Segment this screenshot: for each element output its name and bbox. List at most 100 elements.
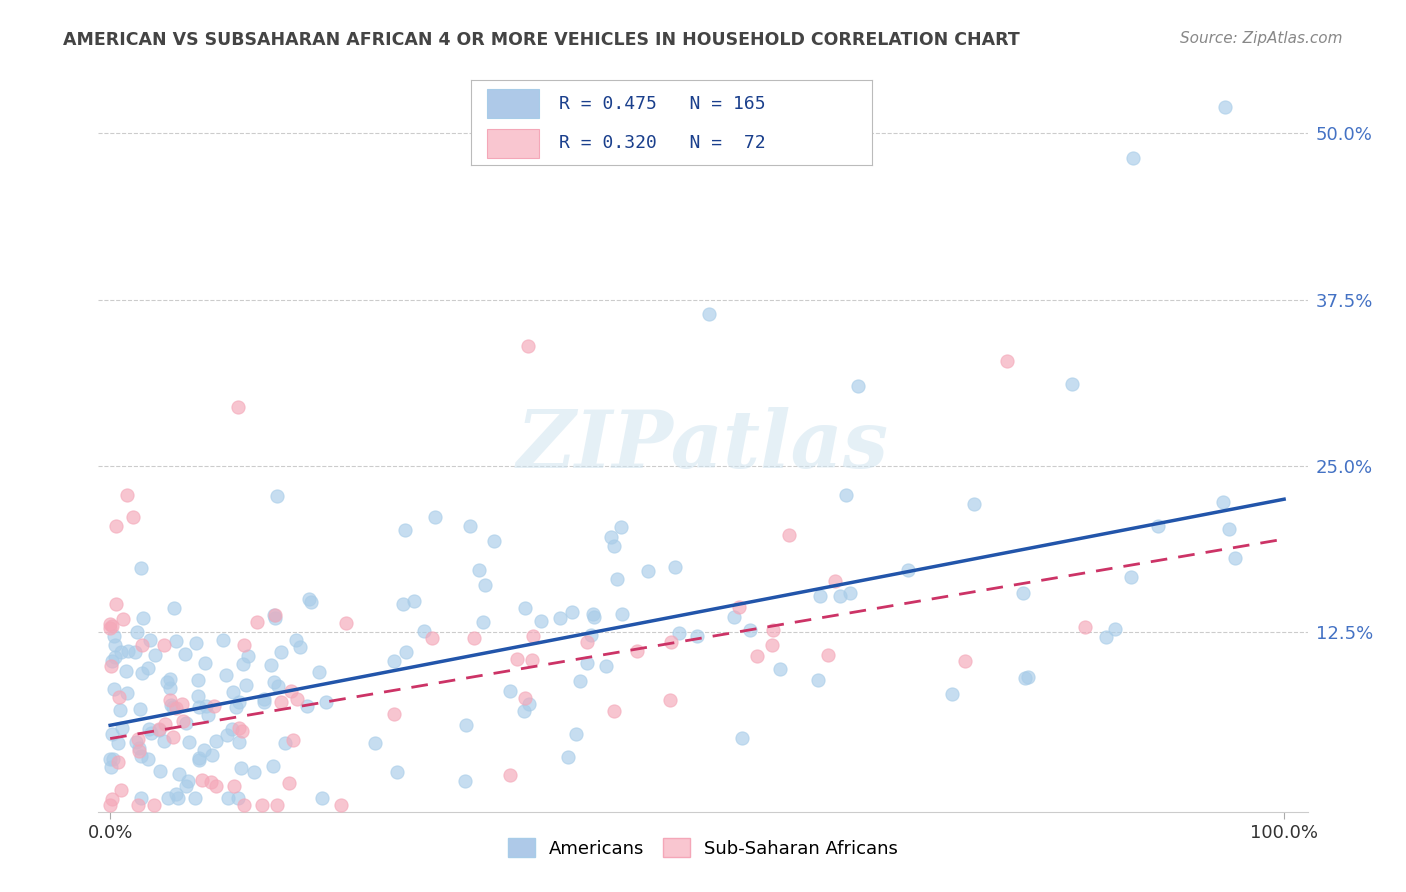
Point: [187, 751, 209, 765]
Point: [193, 743, 215, 757]
Point: [101, 792, 124, 806]
Point: [101, 752, 124, 766]
Point: [131, 638, 153, 652]
Point: [177, 774, 200, 789]
Point: [315, 696, 337, 710]
Point: [139, 726, 162, 740]
Point: [1122, 151, 1144, 165]
Point: [697, 307, 720, 321]
Text: Source: ZipAtlas.com: Source: ZipAtlas.com: [1180, 31, 1343, 46]
Point: [264, 611, 287, 625]
Point: [458, 519, 481, 533]
Point: [575, 634, 598, 648]
Point: [471, 615, 494, 629]
Point: [548, 610, 571, 624]
Point: [664, 560, 686, 574]
Point: [661, 635, 683, 649]
Point: [136, 661, 159, 675]
Point: [394, 523, 416, 537]
Point: [769, 662, 792, 676]
Point: [499, 684, 522, 698]
Point: [575, 656, 598, 670]
Point: [98, 798, 121, 813]
Point: [413, 624, 436, 639]
Point: [270, 695, 292, 709]
Point: [98, 752, 121, 766]
Point: [215, 668, 238, 682]
Point: [395, 644, 418, 658]
Point: [100, 659, 122, 673]
Point: [103, 682, 125, 697]
Point: [522, 629, 544, 643]
Point: [110, 645, 132, 659]
Point: [104, 597, 127, 611]
Point: [1218, 522, 1240, 536]
Point: [235, 678, 257, 692]
Point: [285, 692, 308, 706]
Point: [284, 632, 307, 647]
Point: [828, 590, 851, 604]
Point: [808, 590, 831, 604]
Point: [637, 564, 659, 578]
Point: [129, 749, 152, 764]
Point: [283, 733, 305, 747]
Point: [731, 731, 754, 745]
Point: [104, 519, 127, 533]
Point: [382, 707, 405, 722]
Point: [295, 699, 318, 714]
Point: [402, 594, 425, 608]
Point: [1147, 519, 1170, 533]
Point: [188, 753, 211, 767]
Point: [138, 723, 160, 737]
Point: [668, 626, 690, 640]
Point: [1073, 620, 1095, 634]
Point: [267, 679, 290, 693]
Point: [174, 647, 197, 661]
Point: [941, 687, 963, 701]
Point: [110, 783, 132, 797]
Point: [143, 648, 166, 662]
Point: [179, 735, 201, 749]
Point: [204, 779, 226, 793]
Point: [515, 600, 537, 615]
Point: [778, 528, 800, 542]
FancyBboxPatch shape: [486, 128, 538, 158]
Text: AMERICAN VS SUBSAHARAN AFRICAN 4 OR MORE VEHICLES IN HOUSEHOLD CORRELATION CHART: AMERICAN VS SUBSAHARAN AFRICAN 4 OR MORE…: [63, 31, 1019, 49]
Point: [522, 653, 544, 667]
Point: [108, 703, 131, 717]
Point: [174, 716, 197, 731]
Point: [1212, 494, 1234, 508]
Point: [107, 756, 129, 770]
Point: [1213, 100, 1236, 114]
Point: [1014, 671, 1036, 685]
Point: [740, 623, 762, 637]
Point: [160, 698, 183, 713]
Point: [153, 733, 176, 747]
Point: [229, 761, 252, 775]
Point: [148, 723, 170, 737]
Point: [104, 638, 127, 652]
Point: [1017, 670, 1039, 684]
Point: [165, 634, 187, 648]
Point: [817, 648, 839, 662]
Point: [626, 643, 648, 657]
Point: [170, 697, 193, 711]
Point: [98, 617, 121, 632]
Point: [167, 791, 190, 805]
Point: [191, 773, 214, 788]
Point: [686, 629, 709, 643]
Point: [148, 722, 170, 736]
Point: [363, 736, 385, 750]
FancyBboxPatch shape: [486, 89, 538, 119]
Point: [127, 624, 149, 639]
Text: R = 0.475   N = 165: R = 0.475 N = 165: [560, 95, 766, 112]
Point: [232, 798, 254, 813]
Point: [517, 338, 540, 352]
Point: [184, 791, 207, 805]
Point: [262, 758, 284, 772]
Point: [165, 701, 187, 715]
Point: [280, 684, 302, 698]
Point: [114, 665, 136, 679]
Point: [129, 560, 152, 574]
Point: [101, 619, 124, 633]
